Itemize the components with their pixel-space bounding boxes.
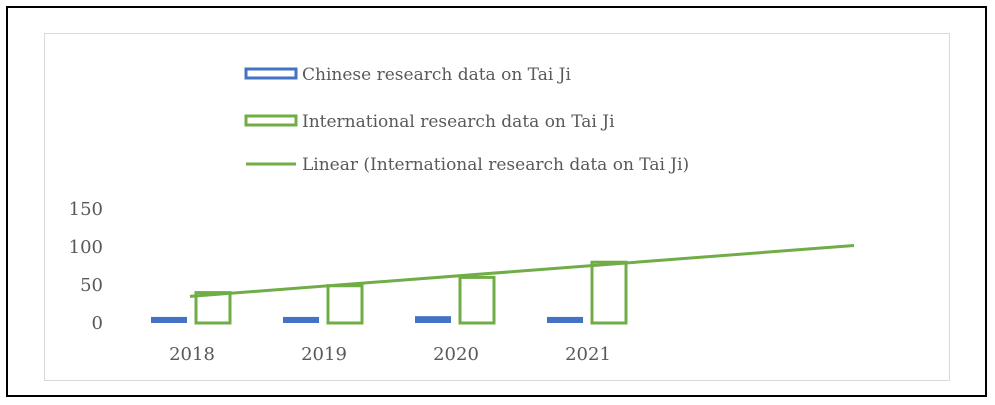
bar-chinese — [547, 316, 583, 323]
y-tick-label: 0 — [92, 313, 103, 334]
y-tick-label: 50 — [80, 275, 103, 296]
bar-chinese — [415, 316, 451, 323]
bar-chinese — [151, 316, 187, 323]
legend: Chinese research data on Tai Ji Internati… — [244, 65, 689, 175]
chart-area-border — [44, 33, 950, 381]
bar-international — [458, 275, 496, 325]
x-tick-label: 2021 — [565, 344, 611, 365]
bar-chinese — [283, 316, 319, 323]
bar-international — [194, 291, 232, 325]
x-axis: 2018 2019 2020 2021 — [169, 344, 611, 365]
legend-label-chinese: Chinese research data on Tai Ji — [302, 65, 571, 85]
legend-label-trendline: Linear (International research data on T… — [302, 155, 689, 175]
bar-international — [326, 284, 364, 325]
chart-frame — [6, 6, 987, 397]
y-tick-label: 150 — [69, 199, 103, 220]
x-tick-label: 2019 — [301, 344, 347, 365]
legend-swatch-chinese — [244, 67, 298, 80]
legend-label-international: International research data on Tai Ji — [302, 112, 615, 132]
legend-swatch-international — [244, 114, 298, 127]
x-tick-label: 2020 — [433, 344, 479, 365]
y-tick-label: 100 — [69, 237, 103, 258]
x-tick-label: 2018 — [169, 344, 215, 365]
trendline — [189, 243, 855, 298]
trendline-group — [189, 243, 855, 298]
y-axis: 0 50 100 150 — [69, 199, 103, 334]
bar-international — [590, 260, 628, 325]
